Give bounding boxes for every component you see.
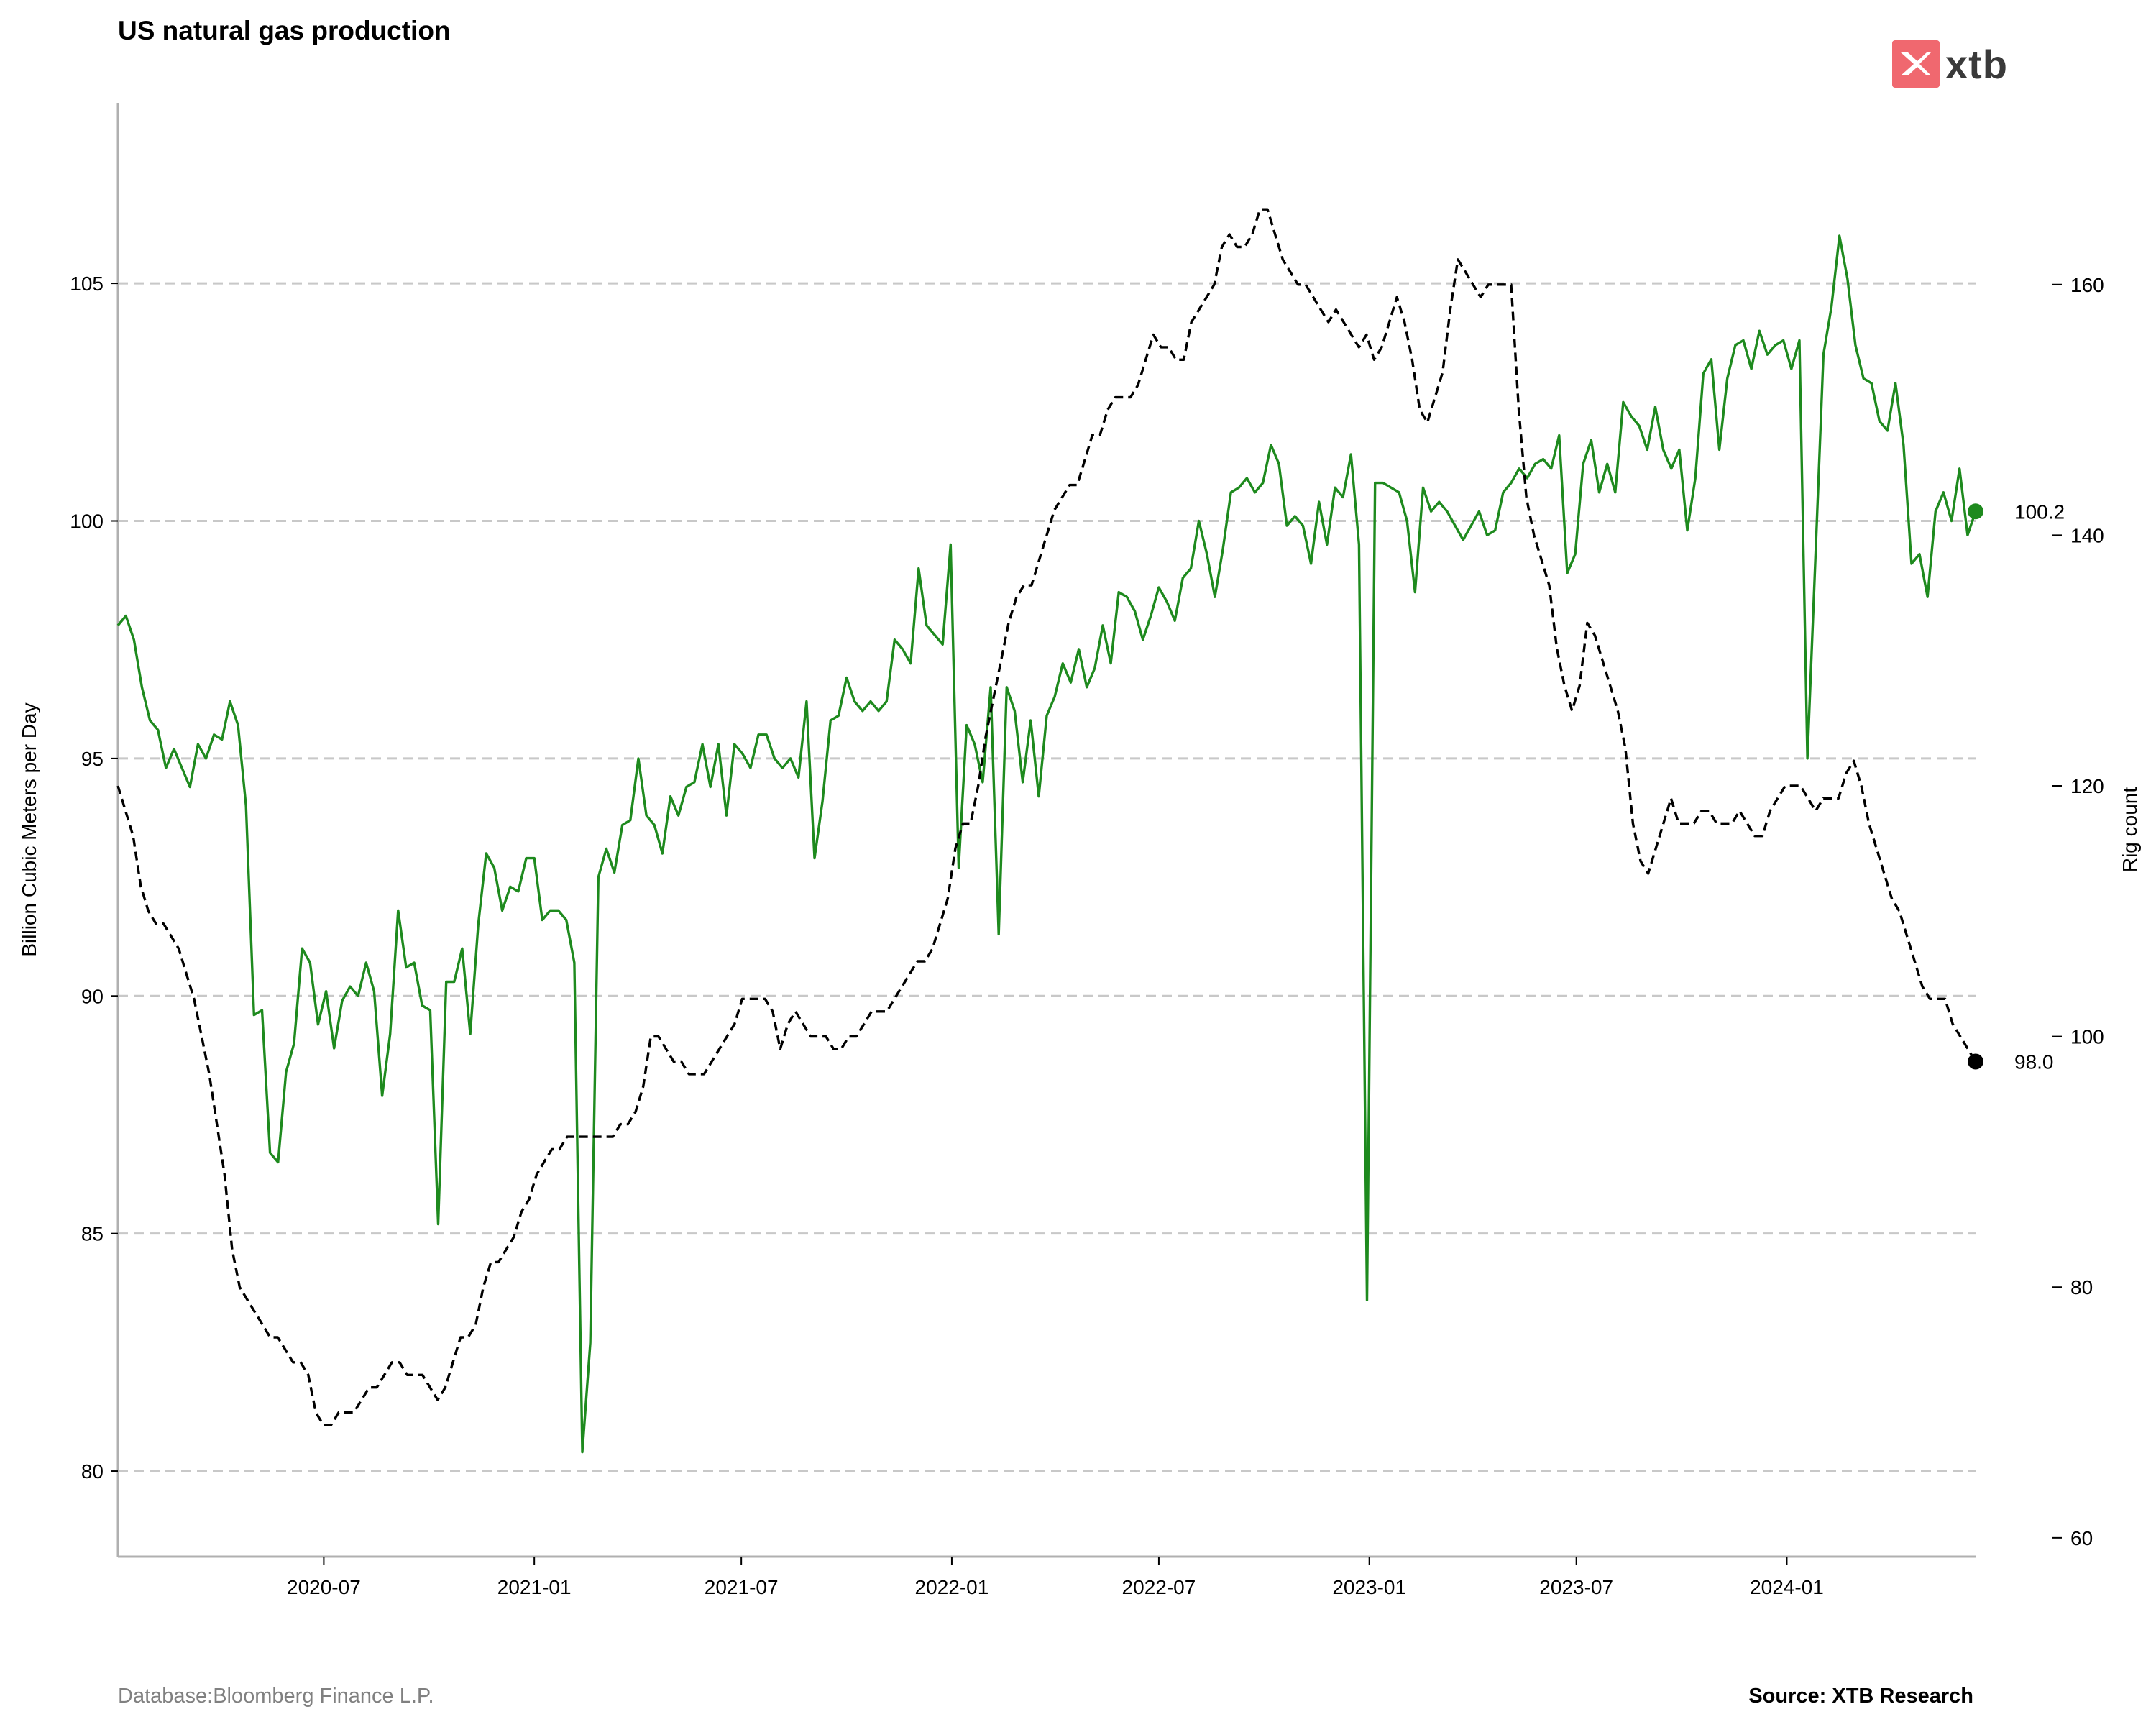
x-tick-label: 2023-01: [1332, 1576, 1406, 1598]
y-tick-label: 80: [81, 1460, 104, 1483]
database-note: Database:Bloomberg Finance L.P.: [118, 1685, 434, 1708]
y-tick-label: 90: [81, 985, 104, 1007]
x-tick-label: 2021-07: [705, 1576, 779, 1598]
y-tick-label: 100: [70, 510, 104, 532]
chart-title: US natural gas production: [118, 16, 451, 45]
y-tick-label: 85: [81, 1223, 104, 1245]
axes: [111, 103, 2062, 1565]
rig-count-last-value: 98.0: [2014, 1050, 2054, 1073]
production-endpoint: [1968, 503, 1983, 520]
y2-axis-title: Rig count: [2119, 787, 2141, 873]
y2-tick-label: 160: [2070, 274, 2104, 296]
y2-tick-label: 80: [2070, 1276, 2093, 1298]
xtb-logo: xtb: [1892, 40, 2008, 88]
x-tick-label: 2020-07: [287, 1576, 361, 1598]
y2-tick-label: 60: [2070, 1527, 2093, 1549]
source-note: Source: XTB Research: [1748, 1685, 1973, 1708]
y-tick-label: 105: [70, 272, 104, 295]
xtb-logo-icon: [1892, 40, 1940, 88]
rig-count-line: [116, 208, 1977, 1426]
production-last-value: 100.2: [2014, 500, 2065, 523]
y-axis-title: Billion Cubic Meters per Day: [18, 702, 40, 956]
x-tick-label: 2024-01: [1750, 1576, 1824, 1598]
x-tick-label: 2022-01: [915, 1576, 989, 1598]
logo-text: xtb: [1945, 41, 2008, 87]
y2-tick-label: 120: [2070, 775, 2104, 797]
x-tick-label: 2021-01: [497, 1576, 572, 1598]
series-layer: [116, 208, 1983, 1454]
y-tick-label: 95: [81, 748, 104, 770]
x-tick-label: 2023-07: [1539, 1576, 1613, 1598]
x-tick-label: 2022-07: [1122, 1576, 1196, 1598]
y2-tick-label: 100: [2070, 1026, 2104, 1048]
y2-tick-label: 140: [2070, 524, 2104, 546]
rig-count-endpoint: [1968, 1053, 1983, 1070]
gridlines: [118, 282, 1976, 1472]
production-line: [116, 234, 1977, 1454]
axis-labels: 80 85 90 95 100 105 60 80 100 120 140 160 2020-07 202…: [18, 272, 2141, 1598]
